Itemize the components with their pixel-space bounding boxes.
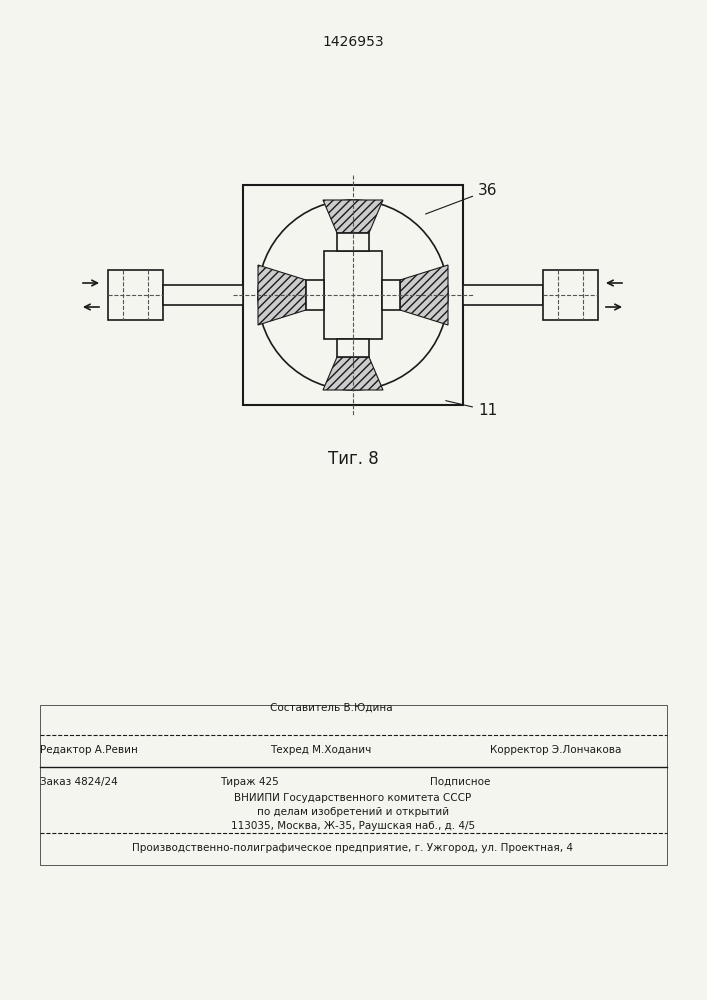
Polygon shape: [323, 357, 383, 390]
Text: Τиг. 8: Τиг. 8: [327, 450, 378, 468]
Text: по делам изобретений и открытий: по делам изобретений и открытий: [257, 807, 449, 817]
Text: Техред М.Ходанич: Техред М.Ходанич: [270, 745, 371, 755]
Text: Тираж 425: Тираж 425: [220, 777, 279, 787]
Bar: [382, 280, 400, 310]
Bar: [463, 285, 543, 305]
Text: Составитель В.Юдина: Составитель В.Юдина: [270, 703, 392, 713]
Text: ВНИИПИ Государственного комитета СССР: ВНИИПИ Государственного комитета СССР: [235, 793, 472, 803]
Polygon shape: [258, 265, 306, 325]
Bar: [163, 285, 243, 305]
Text: Заказ 4824/24: Заказ 4824/24: [40, 777, 118, 787]
Bar: [243, 185, 463, 405]
Text: 36: 36: [426, 183, 498, 214]
Bar: [337, 233, 369, 251]
Bar: [337, 339, 369, 357]
Text: 1426953: 1426953: [322, 35, 384, 49]
Bar: [324, 251, 382, 339]
Polygon shape: [400, 265, 448, 325]
Bar: [543, 270, 598, 320]
Bar: [40, 705, 667, 865]
Text: 113035, Москва, Ж-35, Раушская наб., д. 4/5: 113035, Москва, Ж-35, Раушская наб., д. …: [231, 821, 475, 831]
Polygon shape: [323, 200, 383, 233]
Text: Подписное: Подписное: [430, 777, 491, 787]
Circle shape: [258, 200, 448, 390]
Text: Корректор Э.Лончакова: Корректор Э.Лончакова: [490, 745, 621, 755]
Text: 11: 11: [445, 401, 497, 418]
Text: Производственно-полиграфическое предприятие, г. Ужгород, ул. Проектная, 4: Производственно-полиграфическое предприя…: [132, 843, 573, 853]
Bar: [108, 270, 163, 320]
Text: Редактор А.Ревин: Редактор А.Ревин: [40, 745, 138, 755]
Bar: [306, 280, 324, 310]
